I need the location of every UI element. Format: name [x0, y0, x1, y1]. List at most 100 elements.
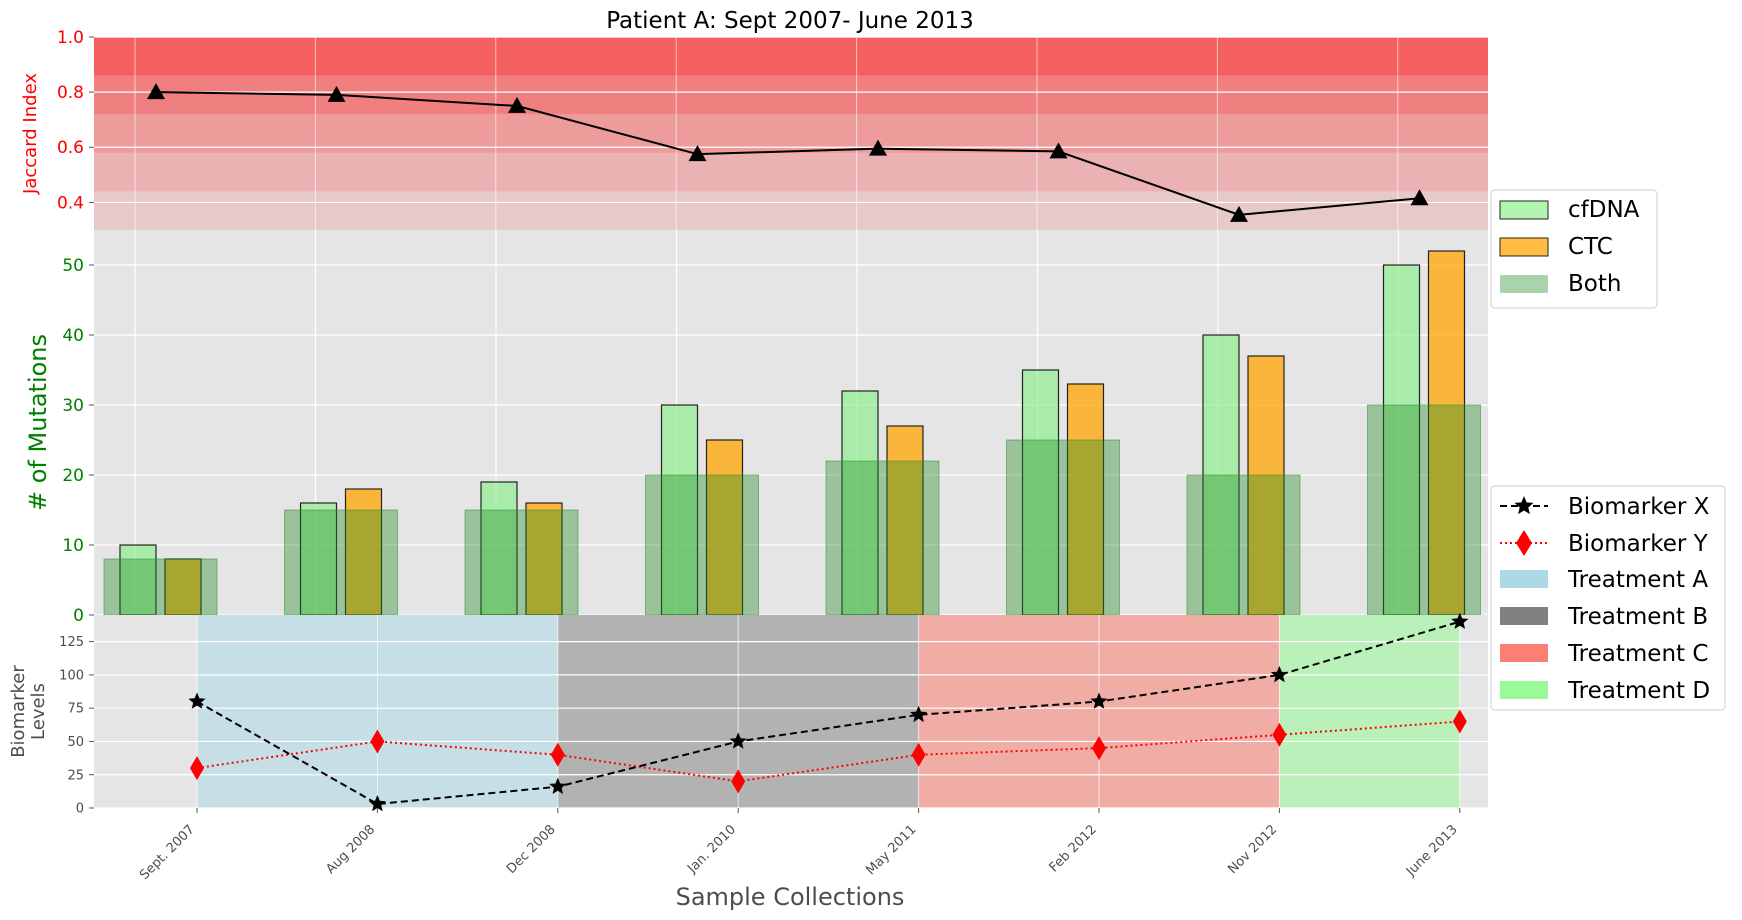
biomarker-y-point — [550, 742, 565, 767]
y-tick-label: 0 — [73, 606, 84, 626]
bar-ctc — [705, 439, 744, 616]
x-axis-label: Sample Collections — [676, 883, 905, 911]
legend-label: Both — [1568, 271, 1621, 297]
bar-ctc — [525, 502, 563, 616]
biomarker-x-point — [1451, 612, 1469, 629]
bar-both — [1006, 439, 1120, 616]
legend-swatch — [1500, 644, 1548, 662]
bar-cfdna — [299, 502, 338, 616]
legend-label: Treatment B — [1567, 604, 1708, 630]
chart-title: Patient A: Sept 2007- June 2013 — [606, 8, 974, 34]
jaccard-point — [1410, 189, 1429, 206]
y-axis-label: BiomarkerLevels — [8, 665, 49, 758]
y-tick-label: 0.6 — [57, 138, 84, 158]
legend-swatch — [1500, 681, 1548, 699]
x-axis: Sept. 2007 Aug 2008 Dec 2008 Jan. 2010 May 2… — [137, 808, 1461, 883]
biomarker-x-point — [1090, 692, 1108, 709]
biomarker-x-point — [729, 732, 747, 749]
bar-cfdna — [660, 404, 699, 616]
band — [94, 37, 1488, 76]
bar-cfdna — [1021, 369, 1060, 616]
biomarker-x-point — [910, 705, 928, 723]
y-tick-label: 1.0 — [57, 28, 84, 48]
biomarker-x-point — [368, 795, 386, 812]
biomarker-y-line — [196, 720, 1460, 783]
y-tick-label: 50 — [67, 735, 84, 750]
bar-both — [1367, 404, 1481, 616]
jaccard-point — [869, 139, 887, 156]
legend-swatch — [1499, 237, 1549, 257]
y-tick-label: 30 — [62, 396, 84, 416]
jaccard-line — [155, 91, 1420, 216]
y-tick-label: 40 — [62, 326, 84, 346]
bar-cfdna — [480, 481, 518, 616]
jaccard-point — [327, 85, 346, 102]
y-axis-label: # of Mutations — [24, 334, 52, 511]
legend-swatch — [1500, 607, 1548, 625]
x-tick-label: June 2013 — [1403, 822, 1461, 880]
y-axis-label-line: Biomarker — [8, 665, 29, 758]
biomarker-y-point — [1272, 722, 1287, 747]
y-axis-label-line: Levels — [28, 683, 49, 740]
biomarker-x-point — [1270, 665, 1288, 683]
legend-biomarkers: Biomarker X Biomarker Y Treatment A Treatme… — [1490, 485, 1726, 711]
legend-swatch — [1499, 200, 1549, 220]
legend-label: Treatment C — [1567, 641, 1708, 667]
y-tick-label: 125 — [59, 635, 84, 650]
legend-marker — [1514, 496, 1534, 515]
biomarker-y-point — [731, 769, 746, 794]
biomarker-x-line — [196, 620, 1461, 806]
bar-both — [284, 509, 398, 616]
y-axis-label: Jaccard Index — [20, 73, 41, 195]
band — [94, 114, 1488, 153]
y-tick-label: 0 — [76, 802, 84, 817]
biomarker-panel: 0 25 50 75 100 125 BiomarkerLevels — [8, 612, 1488, 817]
biomarker-x-point — [188, 692, 206, 709]
bar-cfdna — [1382, 264, 1421, 616]
y-tick-label: 75 — [67, 702, 84, 717]
bar-both — [464, 509, 579, 616]
y-tick-label: 25 — [67, 768, 84, 783]
bar-both — [1186, 474, 1301, 616]
jaccard-point — [688, 145, 707, 162]
jaccard-panel: 0.4 0.6 0.8 1.0 Jaccard Index — [20, 28, 1488, 230]
biomarker-x-point — [549, 777, 567, 794]
y-tick-label: 50 — [62, 256, 84, 276]
legend-frame — [1490, 485, 1726, 711]
jaccard-point — [1049, 142, 1068, 159]
biomarker-y-point — [911, 742, 926, 767]
biomarker-y-point — [1092, 736, 1106, 761]
y-tick-label: 0.4 — [57, 193, 84, 213]
x-tick-label: Aug 2008 — [323, 822, 378, 877]
y-tick-label: 0.8 — [57, 83, 84, 103]
band — [94, 152, 1488, 192]
y-tick-label: 20 — [62, 466, 84, 486]
bar-ctc — [1247, 355, 1285, 616]
x-tick-label: Nov 2012 — [1225, 822, 1280, 877]
y-tick-label: 10 — [62, 536, 84, 556]
legend-label: CTC — [1568, 234, 1613, 260]
x-tick-label: Feb 2012 — [1047, 822, 1100, 875]
legend-swatch — [1500, 570, 1548, 588]
bar-cfdna — [841, 390, 879, 616]
legend-label: Treatment D — [1567, 678, 1710, 704]
legend-swatch — [1500, 275, 1548, 293]
x-tick-label: Dec 2008 — [504, 822, 559, 877]
legend-label: cfDNA — [1568, 197, 1640, 223]
legend-label: Treatment A — [1567, 567, 1708, 593]
band — [94, 191, 1488, 230]
y-tick-label: 100 — [59, 668, 84, 683]
biomarker-y-point — [1452, 709, 1467, 734]
bar-both — [103, 558, 218, 616]
bar-both — [825, 460, 940, 616]
legend-mutations: cfDNA CTC Both — [1490, 189, 1658, 309]
mutations-panel: 0 10 20 30 40 50 # of Mutations — [24, 230, 1488, 626]
jaccard-point — [1230, 205, 1248, 222]
legend-marker — [1516, 530, 1532, 556]
biomarker-y-point — [370, 729, 385, 754]
biomarker-y-point — [190, 756, 204, 781]
legend-label: Biomarker Y — [1568, 531, 1709, 557]
x-tick-label: Jan. 2010 — [684, 822, 739, 877]
treatment-band — [1279, 615, 1460, 808]
